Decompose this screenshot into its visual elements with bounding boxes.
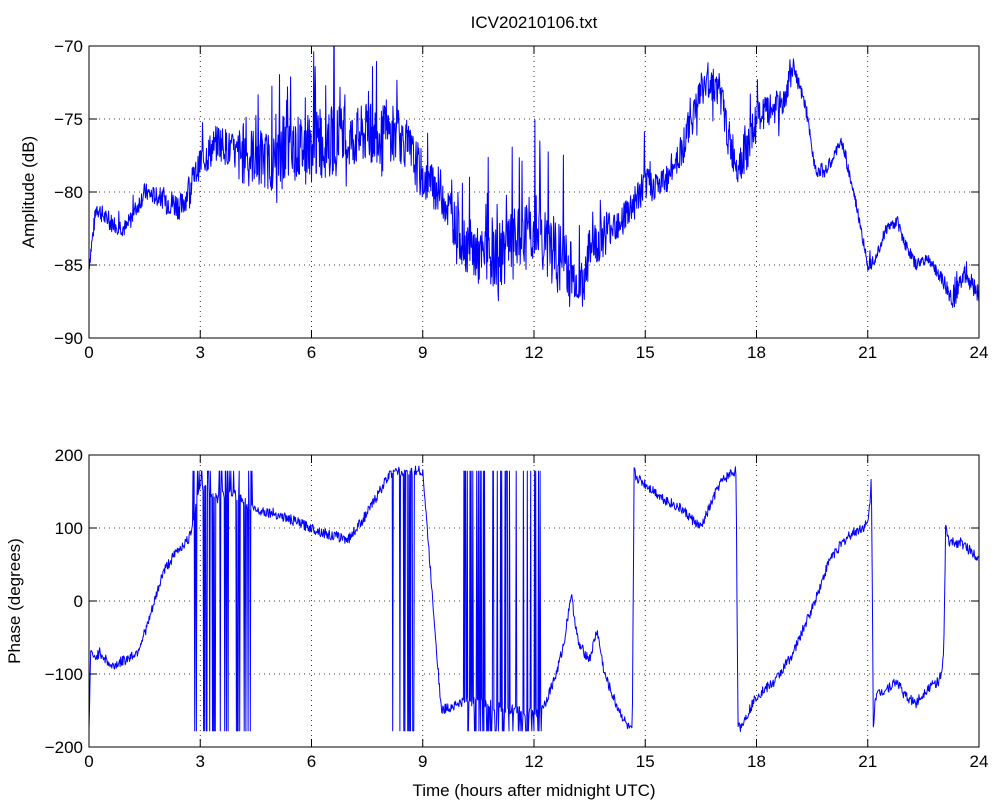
x-tick-label: 15 [636,343,655,362]
x-tick-label: 18 [747,752,766,771]
amplitude-x-tick-labels: 0 3 6 9 12 15 18 21 24 [84,343,988,362]
x-tick-label: 9 [418,752,427,771]
y-tick-label: −85 [54,256,83,275]
x-tick-label: 6 [307,343,316,362]
x-tick-label: 12 [525,752,544,771]
x-tick-label: 21 [858,343,877,362]
x-tick-label: 0 [84,343,93,362]
x-tick-label: 18 [747,343,766,362]
x-tick-label: 15 [636,752,655,771]
x-tick-label: 3 [196,752,205,771]
phase-y-tick-labels: −200 −100 0 100 200 [45,446,83,757]
x-tick-label: 6 [307,752,316,771]
y-tick-label: −70 [54,37,83,56]
phase-panel: 0 3 6 9 12 15 18 21 24 −200 −100 0 100 200 Phase (de… [5,446,988,800]
y-tick-label: −100 [45,665,83,684]
y-tick-label: −75 [54,110,83,129]
phase-trace [88,465,980,732]
amplitude-y-axis-title: Amplitude (dB) [19,136,38,248]
y-tick-label: 100 [55,519,83,538]
x-tick-label: 12 [525,343,544,362]
x-tick-label: 9 [418,343,427,362]
chart-title: ICV20210106.txt [471,13,598,32]
y-tick-label: −200 [45,738,83,757]
x-tick-label: 3 [196,343,205,362]
phase-x-axis-title: Time (hours after midnight UTC) [412,781,655,800]
phase-x-tick-labels: 0 3 6 9 12 15 18 21 24 [84,752,988,771]
x-tick-label: 21 [858,752,877,771]
amplitude-trace [88,45,980,308]
amplitude-grid [89,46,979,338]
y-tick-label: 200 [55,446,83,465]
y-tick-label: 0 [74,592,83,611]
x-tick-label: 24 [970,343,989,362]
amplitude-ticks [88,45,980,339]
x-tick-label: 24 [970,752,989,771]
amplitude-y-tick-labels: −90 −85 −80 −75 −70 [54,37,83,348]
y-tick-label: −80 [54,183,83,202]
x-tick-label: 0 [84,752,93,771]
phase-y-axis-title: Phase (degrees) [5,538,24,664]
phase-ticks [88,454,980,748]
y-tick-label: −90 [54,329,83,348]
amplitude-panel: 0 3 6 9 12 15 18 21 24 −90 −85 −80 −75 −70 Amplitude… [19,37,988,362]
